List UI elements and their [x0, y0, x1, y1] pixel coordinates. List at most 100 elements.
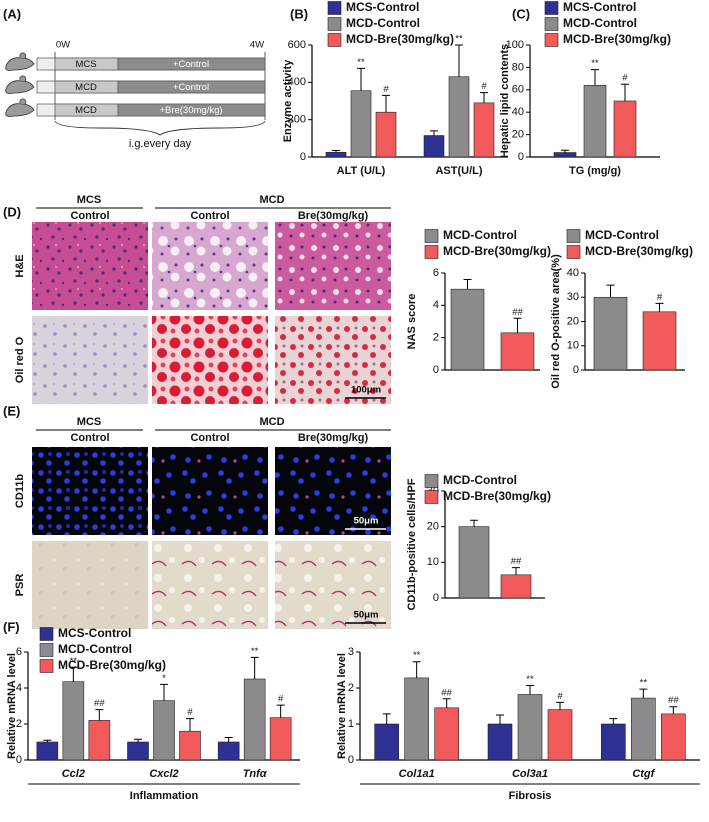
mouse-icon [5, 75, 35, 94]
legend-label: MCD-Control [563, 16, 637, 30]
bar [404, 677, 429, 761]
micrograph [275, 447, 391, 535]
scale-bar-label: 100μm [351, 385, 381, 396]
y-tick-label: 20 [567, 315, 579, 327]
error-bar [561, 149, 569, 153]
y-tick-label: 40 [567, 267, 579, 279]
brace [54, 120, 266, 136]
x-tick-label: ALT (U/L) [337, 165, 386, 177]
bar [269, 717, 292, 761]
mouse-icon [5, 98, 35, 117]
bar [547, 709, 573, 761]
legend-swatch [424, 229, 439, 243]
scale-bar-label: 50μm [354, 610, 379, 621]
treatment-label: +Control [173, 82, 209, 93]
legend-label: MCS-Control [58, 626, 131, 640]
error-bar [382, 713, 391, 724]
y-tick-label: 100 [506, 39, 524, 51]
legend-label: MCD-Bre(30mg/kg) [346, 32, 454, 46]
y-axis-label: Relative mRNA level [336, 653, 348, 759]
row-label: Oil red O [14, 336, 26, 383]
error-bar [382, 94, 390, 113]
time-end: 4W [250, 40, 264, 51]
diet-label: MCD [75, 82, 97, 93]
group-header: MCS [77, 194, 101, 206]
y-tick-label: 2 [16, 718, 22, 730]
scale-bar-label: 50μm [354, 516, 379, 527]
error-bar [250, 656, 259, 679]
legend-swatch [39, 643, 54, 657]
y-tick-label: 600 [288, 39, 306, 51]
y-tick-label: 80 [512, 61, 524, 73]
schematic: 0W 4W MCS +Control MCD +Control MCD +Bre… [5, 40, 266, 150]
y-tick-label: 20 [512, 129, 524, 141]
row-label: CD11b [14, 474, 26, 509]
bar [631, 697, 656, 761]
significance-mark: * [162, 673, 166, 684]
y-axis-label: Hepatic lipid contents [499, 44, 511, 158]
error-bar [639, 688, 648, 699]
legend-label: MCD-Bre(30mg/kg) [563, 32, 671, 46]
y-axis-label: CD11b-positive cells/HPF [406, 478, 418, 610]
significance-mark: # [383, 84, 389, 95]
panel-label: (E) [3, 403, 20, 418]
micrograph [32, 222, 148, 310]
significance-mark: # [481, 81, 487, 92]
column-header: Bre(30mg/kg) [298, 210, 369, 222]
treatment-label: +Control [173, 59, 209, 70]
panel-label: (A) [3, 6, 21, 21]
significance-mark: # [557, 691, 563, 702]
y-tick-label: 6 [433, 267, 439, 279]
schematic-row: MCD +Bre(30mg/kg) [36, 103, 266, 117]
y-tick-label: 3 [348, 646, 354, 658]
column-header: Bre(30mg/kg) [298, 432, 369, 444]
significance-mark: ## [512, 307, 523, 318]
legend-swatch [566, 229, 581, 243]
error-bar [512, 567, 520, 575]
y-tick-label: 0 [300, 151, 306, 163]
column-header: Control [70, 432, 109, 444]
legend-label: MCD-Bre(30mg/kg) [58, 658, 166, 672]
significance-mark: ## [441, 687, 452, 698]
legend-label: MCD-Bre(30mg/kg) [585, 244, 693, 258]
significance-mark: ** [526, 674, 534, 685]
error-bar [186, 718, 194, 732]
bar [642, 311, 677, 371]
bar [613, 100, 637, 158]
legend-swatch [424, 474, 439, 488]
column-header: Control [190, 210, 229, 222]
significance-mark: ** [413, 650, 421, 661]
error-bar [591, 69, 599, 86]
error-bar [332, 149, 340, 153]
error-bar [430, 130, 438, 136]
panel-label: (D) [3, 204, 21, 219]
y-tick-label: 0 [433, 364, 439, 376]
bar [127, 741, 149, 761]
bar [88, 720, 111, 761]
x-tick-label: Ccl2 [62, 768, 85, 780]
row-label: PSR [14, 574, 26, 597]
panel-label: (F) [3, 619, 20, 634]
micrograph [152, 316, 268, 404]
group-header: MCD [259, 416, 284, 428]
bar [583, 85, 607, 158]
bar [517, 694, 543, 761]
group-header: MCD [259, 194, 284, 206]
legend-label: MCD-Control [443, 228, 517, 242]
bar [458, 526, 490, 599]
y-tick-label: 60 [512, 84, 524, 96]
legend-swatch [566, 245, 581, 259]
significance-mark: ## [94, 698, 105, 709]
y-tick-label: 400 [288, 76, 306, 88]
micrograph [152, 541, 268, 629]
y-tick-label: 30 [567, 291, 579, 303]
legend-label: MCD-Control [58, 642, 132, 656]
column-header: Control [70, 210, 109, 222]
error-bar [556, 701, 564, 710]
error-bar [442, 698, 451, 708]
y-tick-label: 40 [512, 106, 524, 118]
significance-mark: ** [357, 57, 365, 68]
legend-swatch [544, 17, 559, 31]
y-tick-label: 0 [348, 754, 354, 766]
